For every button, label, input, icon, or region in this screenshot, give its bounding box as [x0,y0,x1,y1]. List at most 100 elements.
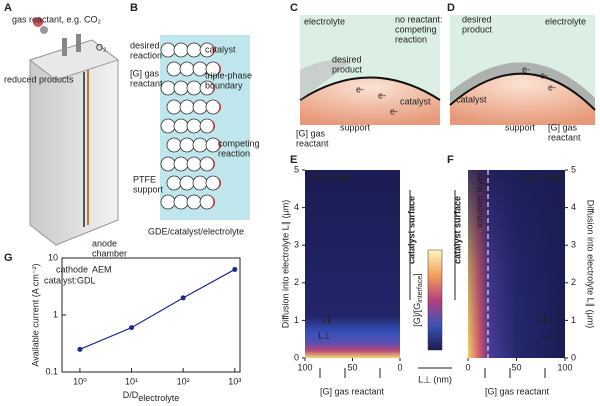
y-tick-label: 5 [571,164,576,174]
label: support [133,184,164,194]
label: desired [130,40,160,50]
label: electrolyte [304,16,345,26]
particle [179,137,195,153]
x-tick-label: 10¹ [125,376,138,386]
label: L⊥ (nm) [418,374,452,384]
label: reaction [395,34,427,44]
particle [186,118,202,134]
label: D/D [123,390,139,400]
particle [160,156,176,172]
particle [166,137,182,153]
label: e- [540,70,548,80]
label: electrolyte [522,172,563,182]
panel-label: F [447,154,454,166]
y-tick-label: 3 [294,240,299,250]
particle [192,175,208,191]
label: support [340,122,371,132]
label: e- [548,82,556,92]
label: Diffusion into electrolyte L∥ (μm) [586,200,596,329]
particle [179,61,195,77]
label: e- [378,90,386,100]
x-tick-label: 10⁰ [73,376,87,386]
ionomer-layer [450,62,595,110]
label: electrolyte [310,172,351,182]
label: GDE/catalyst/electrolyte [148,226,244,236]
panel-label: B [130,2,138,14]
particle [179,175,195,191]
label: L∥ [538,314,548,324]
x-tick-label: 10² [177,376,190,386]
particle [192,99,208,115]
particle [166,61,182,77]
x-axis-label: D/Delectrolyte [123,390,180,403]
catalyst-crescent [216,177,221,189]
y-tick-label: 1 [571,315,576,325]
label: reaction [218,148,250,158]
label: e- [390,106,398,116]
catalyst-crescent [210,158,215,170]
label: chamber [92,248,127,258]
particle [160,80,176,96]
label: catalyst [400,96,431,106]
particle [166,99,182,115]
panel-label: G [4,252,13,264]
particle [160,42,176,58]
y-tick-label: 2 [294,277,299,287]
label: [G] gas [296,128,326,138]
gas-region [300,59,352,100]
label: reduced products [4,74,74,84]
x-tick-label: 50 [511,362,521,372]
reactant-arrows [319,368,546,378]
particle [192,137,208,153]
particle [173,118,189,134]
panel-label: C [290,2,298,14]
y-tick-label: 2 [571,277,576,287]
x-tick-label: 50 [347,362,357,372]
catalyst-crescent [216,63,221,75]
particle [173,42,189,58]
colorbar-label: [G]/[Ginterface] [412,273,423,326]
label: AEM [92,264,112,274]
x-tick-label: 10³ [228,376,241,386]
label: Diffusion into electrolyte L∥ (μm) [280,200,290,329]
x-tick-label: 100 [297,362,312,372]
label: e- [522,64,530,74]
label: L⊥ [542,330,555,340]
x-tick-label: 100 [557,362,572,372]
label: support [505,122,536,132]
particle [186,80,202,96]
label: reactant [130,78,163,88]
label: catalyst surface [406,196,416,264]
label: catalyst [205,44,236,54]
label: [G] gas [130,68,160,78]
panel-label: D [447,2,455,14]
particle [160,194,176,210]
data-line [79,268,236,350]
y-tick-label: 4 [294,202,299,212]
label: reaction [130,50,162,60]
particle [186,194,202,210]
data-point [180,295,186,301]
colorbar [427,249,443,351]
label: L⊥ [318,330,331,340]
x-tick-label: 0 [397,362,402,372]
panel-label: E [290,154,297,166]
y-axis-label: Available current (A cm⁻²) [30,263,40,366]
label: [G]/[G [412,303,422,327]
cell-top [28,39,120,81]
label: L∥ [322,314,332,324]
label: reactant [548,132,581,142]
data-point [129,325,135,331]
label: O₂ [96,42,107,52]
label: e- [356,84,364,94]
label: electrolyte [138,393,179,403]
heatmap-e [305,170,400,358]
label: cathode [56,264,88,274]
catalyst-crescent [216,101,221,113]
heatmap-f-fade [468,170,565,358]
particle [186,156,202,172]
label: anode [92,238,117,248]
particle [173,194,189,210]
label: ] [412,273,422,276]
